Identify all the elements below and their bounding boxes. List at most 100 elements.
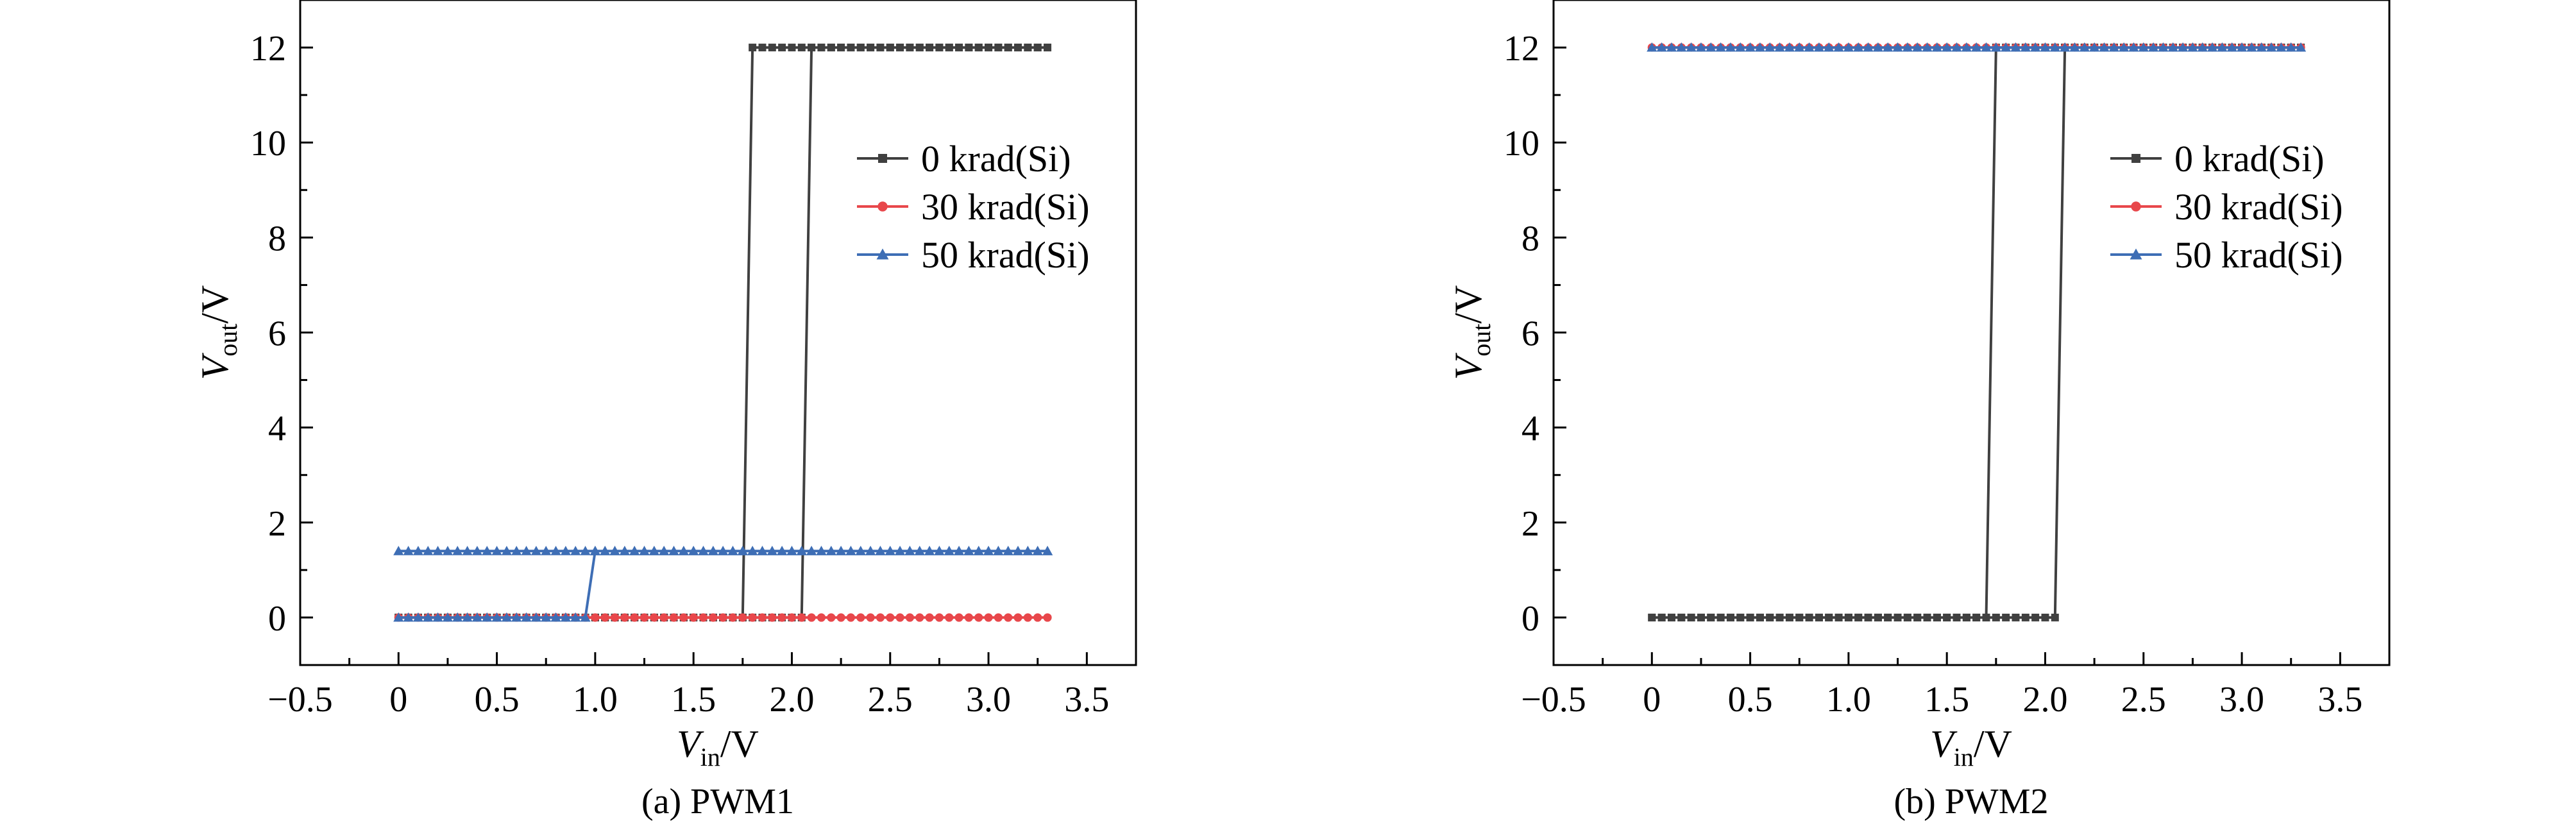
panel-a-series-2-point	[963, 546, 974, 555]
panel-b-series-2-point	[1735, 42, 1746, 52]
panel-a-series-0-point	[915, 44, 924, 52]
panel-a-xtick-label: 2.0	[769, 680, 814, 720]
panel-a-series-2-point	[491, 612, 502, 622]
panel-b-legend-label: 30 krad(Si)	[2174, 186, 2343, 228]
panel-a-series-2-point	[452, 546, 463, 555]
panel-a-ytick-label: 4	[268, 409, 286, 449]
panel-b-series-2-point	[2187, 42, 2198, 52]
panel-a-series-2-point	[845, 546, 856, 555]
panel-b-series-2-point	[2197, 42, 2208, 52]
panel-b-series-0-point	[1815, 613, 1823, 621]
panel-a-series	[393, 44, 1053, 622]
panel-a-series-2-point	[541, 612, 552, 622]
panel-a-series-2-point	[580, 612, 591, 622]
panel-b-xlabel: Vin/V	[1930, 723, 2012, 771]
panel-b-series-0-point	[1913, 613, 1922, 621]
panel-a-series-2-point	[482, 612, 493, 622]
panel-a-series-0-point	[817, 44, 826, 52]
panel-b-series-2-point	[2001, 42, 2012, 52]
panel-b-plot-frame	[1552, 0, 2391, 666]
panel-b-series-2-point	[2236, 42, 2248, 52]
panel-a-series-1-point	[600, 613, 609, 622]
panel-b-series-2-point	[1774, 42, 1785, 52]
panel-a-xtick-label: 3.0	[966, 680, 1011, 720]
panel-b-series-2-point	[2256, 42, 2267, 52]
panel-a-series-2-point	[983, 546, 994, 555]
panel-a-series-2-point	[550, 612, 561, 622]
panel-b-ylabel: Vout/V	[1447, 285, 1496, 380]
panel-a-series-2-point	[865, 546, 876, 555]
panel-b-series-2-point	[1971, 42, 1982, 52]
panel-a-series-1-point	[630, 613, 639, 622]
panel-b-series-2-point	[1813, 42, 1824, 52]
panel-b-series-0-point	[1884, 613, 1892, 621]
panel-a-series-2-point	[393, 612, 404, 622]
panel-a-series-0-point	[788, 44, 796, 52]
panel-a-series-1-point	[836, 613, 845, 622]
panel-b-series-0-line	[1652, 46, 2301, 619]
panel-a-legend-item: 0 krad(Si)	[857, 138, 1071, 180]
panel-a-series-2-point	[953, 546, 965, 555]
panel-b-series-2-point	[1912, 42, 1923, 52]
panel-b-legend-marker	[2130, 248, 2142, 260]
panel-b-series-2-point	[1754, 42, 1766, 52]
panel-a-legend-label: 0 krad(Si)	[921, 138, 1071, 180]
panel-a-series-1-point	[748, 613, 757, 622]
panel-a-series-1-point	[758, 613, 767, 622]
panel-a-series-1-point	[866, 613, 875, 622]
panel-a-series-2-point	[560, 612, 571, 622]
panel-b-series-2-point	[2148, 42, 2159, 52]
panel-b-series-2-point	[1676, 42, 1687, 52]
panel-a-series-0-point	[896, 44, 904, 52]
panel-a-series-0-point	[1033, 44, 1042, 52]
panel-a-series-2	[393, 546, 1053, 622]
panel-a-series-1-point	[994, 613, 1003, 622]
panel-a-series-2-point	[836, 546, 847, 555]
panel-a-series-1-point	[679, 613, 688, 622]
panel-a-ytick-label: 8	[268, 219, 286, 258]
panel-b-series-2-point	[1951, 42, 1962, 52]
panel-b-series-0-point	[1923, 613, 1931, 621]
panel-a-series-1-point	[846, 613, 856, 622]
panel-a-series-1-point	[886, 613, 895, 622]
panel-b-series-0-point	[1795, 613, 1804, 621]
panel-a-series-2-point	[393, 546, 404, 555]
panel-b-series-0-point	[1903, 613, 1911, 621]
panel-a-series-0-point	[945, 44, 953, 52]
panel-b-series-2-point	[1745, 42, 1756, 52]
panel-b-xtick-label: 0	[1643, 680, 1661, 720]
panel-a-series-2-point	[767, 546, 777, 555]
panel-a-series-1-point	[1043, 613, 1052, 622]
panel-b-series-0-point	[1982, 613, 1990, 621]
panel-a-xtick-label: 0	[389, 680, 407, 720]
panel-a-series-2-point	[786, 546, 797, 555]
panel-b-series-2-point	[1706, 42, 1716, 52]
panel-a-series-2-point	[1032, 546, 1043, 555]
panel-a-series-0-point	[808, 44, 816, 52]
panel-b-series-0-point	[1756, 613, 1764, 621]
panel-b-series-0-point	[1844, 613, 1852, 621]
panel-a-xlabel: Vin/V	[677, 723, 759, 771]
panel-a-series-2-point	[875, 546, 886, 555]
panel-a-series-2-point	[570, 612, 581, 622]
panel-a-series-0-point	[837, 44, 845, 52]
panel-a-series-2-point	[403, 546, 414, 555]
panel-a-series-0-point	[749, 44, 757, 52]
panel-a-series-2-point	[1022, 546, 1033, 555]
panel-b-series-0-point	[1933, 613, 1941, 621]
panel-a-series-1-point	[620, 613, 629, 622]
panel-b-series-2-point	[1695, 42, 1707, 52]
panel-a-series-0-point	[1004, 44, 1012, 52]
panel-a-caption: (a) PWM1	[641, 782, 794, 822]
panel-a-series-2-point	[442, 546, 453, 555]
panel-b-series-2-point	[2119, 42, 2130, 52]
panel-a-series-2-point	[668, 546, 679, 555]
panel-b-series-2-point	[2030, 42, 2041, 52]
panel-a-series-1-point	[777, 613, 786, 622]
panel-a-series-2-point	[737, 546, 748, 555]
panel-b: 0 2 4 6 8 10 12 −0.5 0 0.5 1.0 1.5 2.0 2.5 3.0 3.5 0 k…	[1447, 0, 2391, 822]
panel-a-legend-label: 50 krad(Si)	[921, 234, 1090, 276]
panel-a-series-1-point	[876, 613, 885, 622]
panel-b-series-0-point	[1775, 613, 1784, 621]
